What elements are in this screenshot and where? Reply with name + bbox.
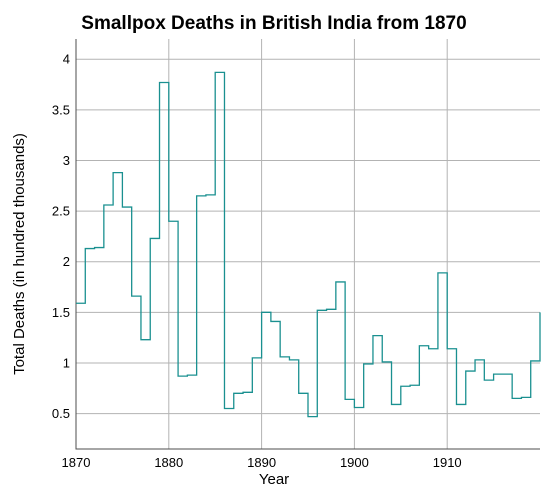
y-tick-label: 3.5 bbox=[52, 102, 70, 117]
x-tick-label: 1910 bbox=[433, 455, 462, 470]
x-axis-label: Year bbox=[259, 471, 289, 488]
y-tick-label: 2 bbox=[63, 254, 70, 269]
axis-frame bbox=[75, 39, 540, 450]
y-tick-label: 1 bbox=[63, 355, 70, 370]
x-tick-label: 1880 bbox=[154, 455, 183, 470]
x-tick-label: 1900 bbox=[340, 455, 369, 470]
plot-layer bbox=[76, 71, 541, 418]
x-tick-label: 1870 bbox=[62, 455, 91, 470]
y-tick-label: 2.5 bbox=[52, 204, 70, 219]
y-tick-label: 3 bbox=[63, 153, 70, 168]
tick-layer: 0.5 1 1.5 2 2.5 3 3.5 4 1870 1880 1890 1900 1910 bbox=[52, 52, 462, 470]
y-tick-label: 1.5 bbox=[52, 305, 70, 320]
chart-title: Smallpox Deaths in British India from 18… bbox=[81, 13, 466, 34]
y-tick-label: 0.5 bbox=[52, 406, 70, 421]
y-tick-label: 4 bbox=[63, 52, 70, 67]
x-tick-label: 1890 bbox=[247, 455, 276, 470]
series-line-0 bbox=[76, 71, 541, 418]
y-axis-label: Total Deaths (in hundred thousands) bbox=[11, 133, 28, 375]
grid-layer bbox=[75, 39, 540, 450]
